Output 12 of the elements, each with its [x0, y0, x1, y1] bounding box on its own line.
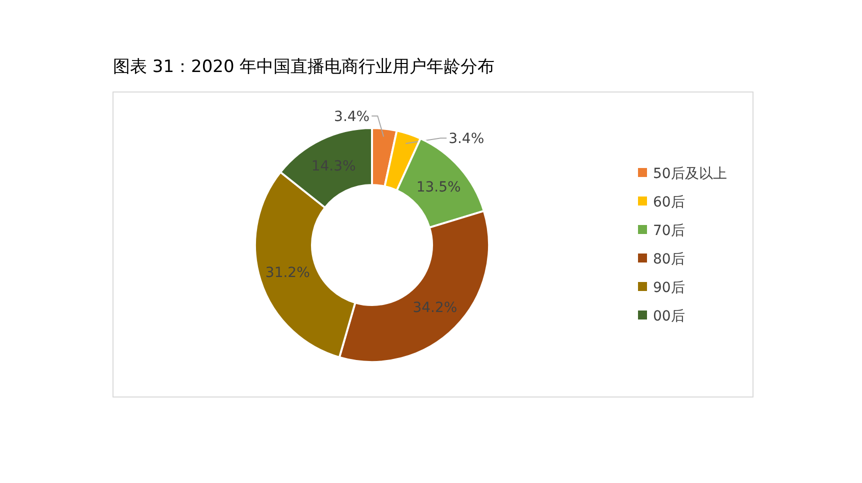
- data-label: 3.4%: [448, 131, 484, 148]
- legend-label: 80后: [653, 252, 685, 268]
- legend-label: 00后: [653, 308, 685, 324]
- chart-title: 图表 31：2020 年中国直播电商行业用户年龄分布: [113, 57, 495, 77]
- legend-label: 50后及以上: [653, 166, 727, 182]
- legend-label: 70后: [653, 223, 685, 239]
- data-label: 13.5%: [416, 180, 461, 196]
- legend-label: 90后: [653, 280, 685, 296]
- data-label: 3.4%: [334, 109, 370, 125]
- data-label: 31.2%: [265, 264, 310, 281]
- legend-label: 60后: [653, 194, 685, 210]
- data-label: 34.2%: [412, 300, 458, 316]
